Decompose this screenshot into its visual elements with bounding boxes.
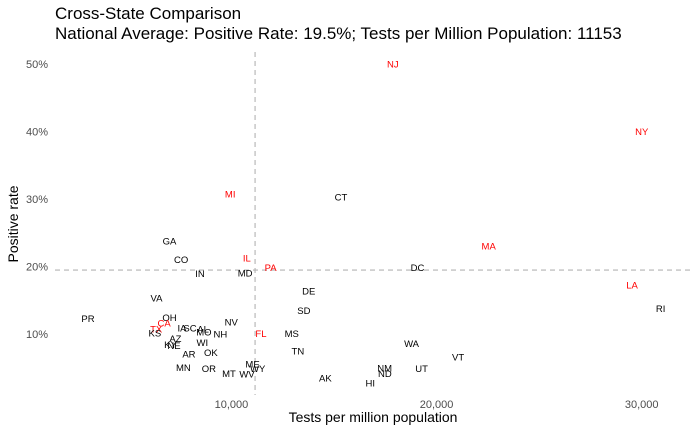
state-point-pr: PR — [81, 314, 94, 325]
chart-subtitle: National Average: Positive Rate: 19.5%; … — [55, 24, 622, 43]
state-point-nj: NJ — [387, 60, 399, 71]
state-point-nd: ND — [378, 369, 392, 380]
x-tick-label: 20,000 — [420, 399, 454, 411]
state-point-dc: DC — [411, 263, 425, 274]
state-point-ky: KY — [164, 340, 177, 351]
state-point-ne: NE — [167, 341, 180, 352]
y-axis-ticks: 10% 20% 30% 40% 50% — [26, 59, 48, 341]
state-point-ok: OK — [204, 348, 218, 359]
state-point-ut: UT — [415, 364, 428, 375]
state-point-mo: MO — [196, 328, 211, 339]
state-point-ia: IA — [177, 324, 187, 335]
state-point-nm: NM — [377, 363, 392, 374]
state-point-de: DE — [302, 287, 315, 298]
state-point-ms: MS — [285, 329, 299, 340]
state-point-me: ME — [245, 359, 259, 370]
x-tick-label: 10,000 — [215, 399, 249, 411]
state-point-ri: RI — [656, 304, 666, 315]
state-point-ga: GA — [163, 237, 177, 248]
state-point-nv: NV — [225, 318, 239, 329]
state-point-wa: WA — [404, 339, 420, 350]
state-point-hi: HI — [366, 378, 376, 389]
state-point-il: IL — [243, 253, 251, 264]
state-point-or: OR — [202, 364, 216, 375]
state-point-mt: MT — [222, 369, 236, 380]
state-point-wy: WY — [250, 364, 266, 375]
state-point-ar: AR — [182, 349, 195, 360]
state-point-sd: SD — [297, 306, 310, 317]
state-point-oh: OH — [162, 313, 176, 324]
x-axis-ticks: 10,000 20,000 30,000 — [215, 399, 659, 411]
y-axis-title: Positive rate — [5, 185, 21, 262]
state-point-ny: NY — [635, 127, 649, 138]
state-point-sc: SC — [183, 324, 196, 335]
state-point-ct: CT — [335, 193, 348, 204]
state-point-pa: PA — [265, 263, 278, 274]
data-points: NJ NY MI CT MA GA IL PA CO DC IN MD LA DE VA SD RI PR OHCA… — [81, 60, 665, 390]
state-point-ma: MA — [482, 241, 497, 252]
state-point-tn: TN — [292, 347, 305, 358]
state-point-az: AZ — [169, 334, 181, 345]
y-tick-label: 10% — [26, 329, 48, 341]
state-point-md: MD — [238, 268, 253, 279]
state-point-vt: VT — [452, 353, 464, 364]
state-point-nh: NH — [213, 330, 227, 341]
y-tick-label: 30% — [26, 194, 48, 206]
state-point-va: VA — [151, 293, 164, 304]
state-point-ak: AK — [319, 374, 332, 385]
reference-lines — [55, 52, 693, 395]
chart-title: Cross-State Comparison — [55, 4, 242, 23]
y-tick-label: 40% — [26, 127, 48, 139]
x-axis-title: Tests per million population — [289, 409, 458, 425]
state-point-in: IN — [195, 269, 205, 280]
state-point-la: LA — [626, 280, 638, 291]
y-tick-label: 50% — [26, 59, 48, 71]
state-point-fl: FL — [255, 329, 266, 340]
state-point-wi: WI — [196, 338, 208, 349]
y-tick-label: 20% — [26, 262, 48, 274]
state-point-ks: KS — [149, 328, 162, 339]
x-tick-label: 30,000 — [625, 399, 659, 411]
state-point-mi: MI — [225, 189, 236, 200]
state-point-ca: CA — [158, 318, 172, 329]
state-point-wv: WV — [239, 370, 255, 381]
state-point-mn: MN — [176, 363, 191, 374]
state-point-al: AL — [197, 324, 209, 335]
state-point-co: CO — [174, 255, 188, 266]
state-point-tx: TX — [150, 324, 163, 335]
